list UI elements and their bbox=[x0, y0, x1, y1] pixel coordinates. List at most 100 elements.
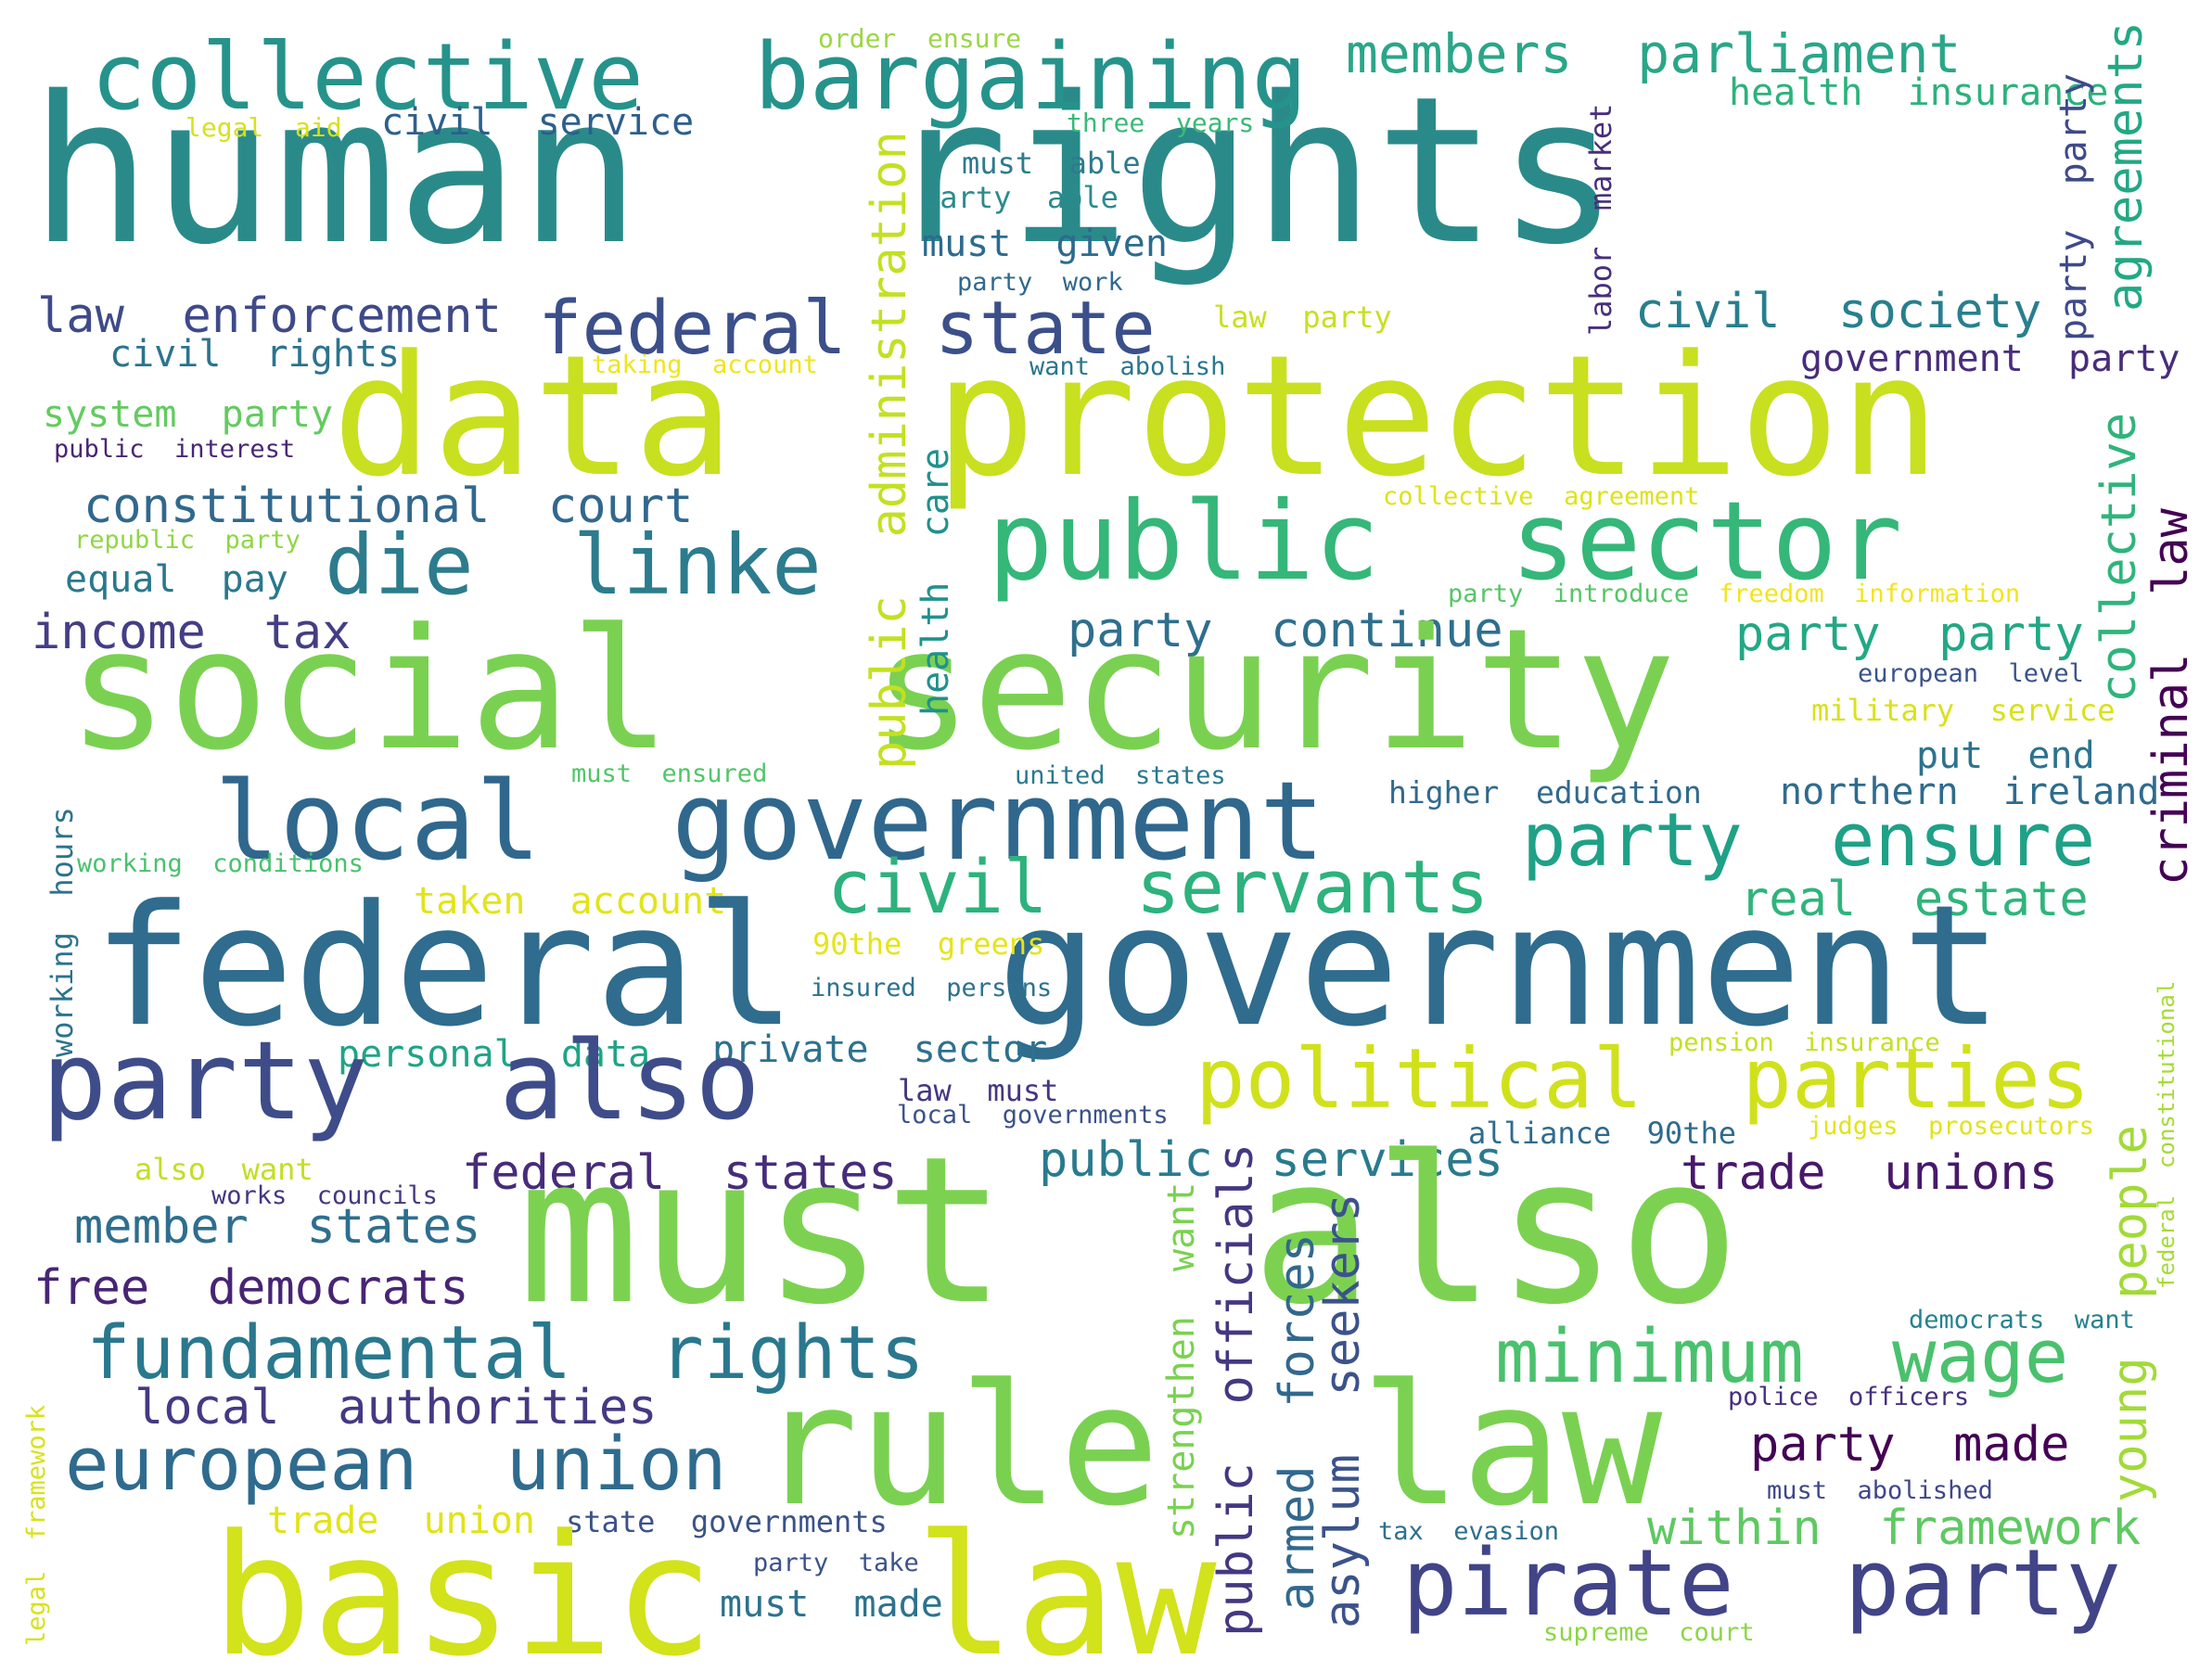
word-public-services: public services bbox=[1039, 1132, 1503, 1188]
word-civil-society: civil society bbox=[1635, 284, 2042, 339]
word-party-work: party work bbox=[957, 268, 1123, 297]
word-die-linke: die linke bbox=[325, 517, 822, 613]
word-public-interest: public interest bbox=[54, 435, 296, 464]
word-police-officers: police officers bbox=[1728, 1383, 1970, 1411]
word-federal-states: federal states bbox=[462, 1145, 898, 1201]
word-private-sector: private sector bbox=[712, 1028, 1048, 1071]
word-european-level: european level bbox=[1858, 659, 2084, 688]
word-minimum-wage: minimum wage bbox=[1495, 1314, 2069, 1399]
word-pension-insurance: pension insurance bbox=[1669, 1028, 1940, 1057]
word-trade-union: trade union bbox=[267, 1500, 535, 1542]
word-pirate-party: pirate party bbox=[1402, 1530, 2121, 1637]
word-state-governments: state governments bbox=[566, 1504, 888, 1539]
word-civil-service: civil service bbox=[381, 101, 695, 144]
word-also-want: also want bbox=[134, 1152, 313, 1187]
word-order-ensure: order ensure bbox=[818, 23, 1022, 54]
word-personal-data: personal data bbox=[338, 1033, 651, 1076]
word-member-states: member states bbox=[74, 1199, 481, 1255]
word-taking-account: taking account bbox=[592, 351, 818, 379]
word-put-end: put end bbox=[1916, 734, 2095, 777]
word-must-ensured: must ensured bbox=[571, 759, 768, 788]
word-united-states: united states bbox=[1015, 761, 1226, 790]
word-fundamental-rights: fundamental rights bbox=[86, 1310, 925, 1396]
word-party-able: party able bbox=[922, 180, 1119, 215]
word-works-councils: works councils bbox=[211, 1181, 438, 1210]
word-must-abolished: must abolished bbox=[1767, 1476, 1993, 1505]
word-government-party: government party bbox=[1800, 338, 2180, 380]
word-collective-agreement: collective agreement bbox=[1383, 482, 1700, 511]
word-tax-evasion: tax evasion bbox=[1378, 1517, 1560, 1546]
word-health-care: health care bbox=[914, 448, 957, 716]
word-constitutional-court: constitutional court bbox=[83, 479, 694, 534]
word-within-framework: within framework bbox=[1647, 1500, 2142, 1556]
word-political-parties: political parties bbox=[1196, 1030, 2091, 1127]
word-want-abolish: want abolish bbox=[1029, 352, 1226, 381]
word-public-administration: public administration bbox=[862, 131, 917, 770]
word-party-party-v: party party bbox=[2052, 73, 2095, 341]
word-must-made: must made bbox=[720, 1583, 943, 1626]
word-asylum-seekers: asylum seekers bbox=[1315, 1193, 1371, 1628]
word-trade-unions: trade unions bbox=[1681, 1145, 2058, 1201]
word-law-enforcement: law enforcement bbox=[37, 288, 502, 344]
word-federal-constitutional: federal constitutional bbox=[2154, 980, 2180, 1289]
word-party-continue: party continue bbox=[1068, 603, 1503, 658]
word-income-tax: income tax bbox=[32, 605, 352, 660]
word-local-government: local government bbox=[214, 758, 1325, 885]
word-health-insurance: health insurance bbox=[1729, 71, 2109, 114]
word-party-made: party made bbox=[1750, 1417, 2070, 1473]
word-90the-greens: 90the greens bbox=[812, 926, 1045, 962]
word-must-also: must also bbox=[518, 1113, 1741, 1349]
word-collective-v: collective bbox=[2091, 412, 2147, 703]
word-public-sector: public sector bbox=[988, 478, 1903, 605]
word-criminal-law: criminal law bbox=[2143, 508, 2199, 886]
word-public-officials: public officials bbox=[1208, 1142, 1264, 1637]
word-free-democrats: free democrats bbox=[33, 1260, 469, 1316]
word-law-party: law party bbox=[1213, 300, 1392, 335]
word-european-union: european union bbox=[65, 1422, 727, 1507]
word-party-also: party also bbox=[42, 1017, 761, 1144]
word-republic-party: republic party bbox=[74, 526, 300, 555]
word-higher-education: higher education bbox=[1388, 774, 1702, 810]
word-supreme-court: supreme court bbox=[1543, 1618, 1755, 1647]
word-party-take: party take bbox=[753, 1549, 919, 1577]
word-equal-pay: equal pay bbox=[65, 558, 288, 601]
word-federal-government: federal government bbox=[93, 870, 2003, 1064]
word-members-parliament: members parliament bbox=[1346, 22, 1962, 85]
word-democrats-want: democrats want bbox=[1909, 1306, 2135, 1334]
word-northern-ireland: northern ireland bbox=[1780, 771, 2160, 813]
word-must-able: must able bbox=[962, 146, 1141, 181]
word-legal-aid: legal aid bbox=[185, 112, 342, 143]
word-party-ensure: party ensure bbox=[1522, 798, 2096, 883]
word-military-service: military service bbox=[1811, 693, 2116, 728]
word-working-hours: working hours bbox=[45, 807, 80, 1057]
word-young-people: young people bbox=[2103, 1125, 2158, 1502]
word-data-protection: data protection bbox=[332, 320, 1940, 514]
word-legal-framework: legal framework bbox=[22, 1404, 51, 1646]
word-agreements-make: agreements make bbox=[2098, 0, 2154, 312]
word-real-estate: real estate bbox=[1740, 872, 2089, 927]
word-civil-rights: civil rights bbox=[109, 333, 401, 376]
word-labor-market: labor market bbox=[1583, 103, 1618, 336]
word-law-must: law must bbox=[898, 1073, 1059, 1108]
word-rule-law: rule law bbox=[758, 1349, 1663, 1543]
word-strengthen-want: strengthen want bbox=[1160, 1181, 1203, 1539]
word-system-party: system party bbox=[43, 393, 334, 436]
word-must-given: must given bbox=[922, 223, 1168, 265]
word-collective-bargaining: collective bargaining bbox=[91, 24, 1308, 131]
word-civil-servants: civil servants bbox=[827, 845, 1490, 930]
word-alliance-90the: alliance 90the bbox=[1468, 1116, 1736, 1151]
word-party-introduce: party introduce bbox=[1448, 580, 1690, 608]
word-human-rights: human rights bbox=[30, 53, 1620, 289]
word-basic-law: basic law bbox=[211, 1500, 1217, 1672]
word-freedom-information: freedom information bbox=[1719, 580, 2021, 608]
word-taken-account: taken account bbox=[414, 880, 727, 923]
word-judges-prosecutors: judges prosecutors bbox=[1808, 1112, 2094, 1141]
word-federal-state: federal state bbox=[538, 286, 1156, 371]
word-three-years: three years bbox=[1067, 108, 1255, 138]
word-working-conditions: working conditions bbox=[77, 849, 364, 878]
word-insured-persons: insured persons bbox=[811, 974, 1053, 1002]
word-social-security: social security bbox=[68, 593, 1676, 787]
word-party-party: party party bbox=[1735, 606, 2084, 662]
word-local-authorities: local authorities bbox=[134, 1380, 658, 1436]
